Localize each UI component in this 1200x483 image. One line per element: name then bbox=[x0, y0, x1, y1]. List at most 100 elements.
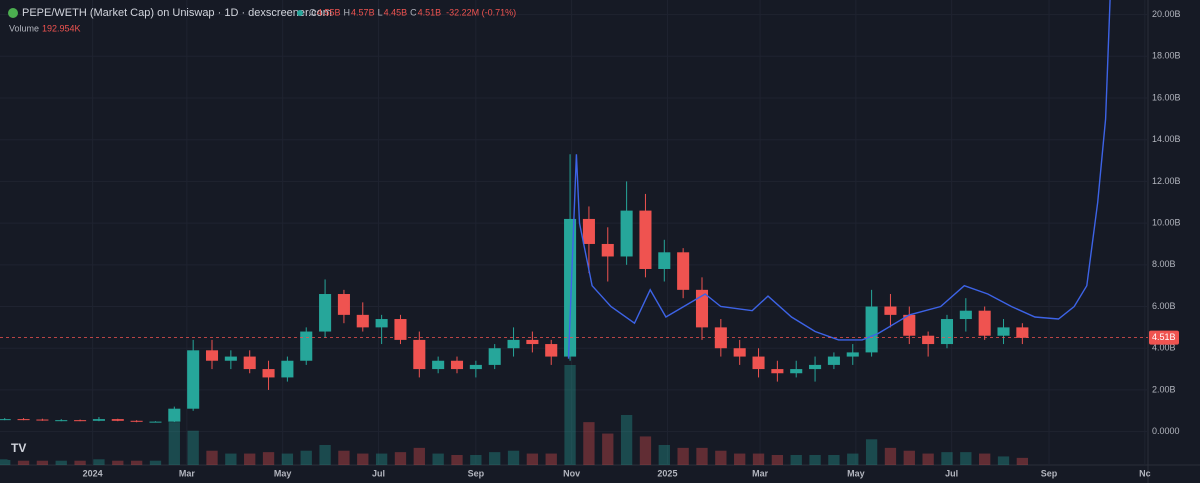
candle-body bbox=[677, 252, 690, 290]
x-tick-label: Mar bbox=[179, 468, 196, 478]
candle-body bbox=[432, 360, 445, 370]
change-value: -32.22M (-0.71%) bbox=[446, 7, 516, 17]
logo[interactable] bbox=[6, 438, 32, 460]
volume-bar bbox=[771, 455, 784, 465]
x-tick-label: Sep bbox=[468, 468, 485, 478]
candle-body bbox=[281, 360, 294, 378]
candle-body bbox=[809, 364, 822, 370]
candle-body bbox=[959, 310, 972, 320]
ohlc-key: C bbox=[410, 7, 417, 17]
volume-bar bbox=[979, 453, 991, 465]
volume-bar bbox=[752, 453, 765, 465]
volume-bar bbox=[1016, 457, 1029, 465]
candle-body bbox=[413, 339, 426, 370]
volume-bar bbox=[941, 452, 953, 465]
candle-body bbox=[111, 419, 124, 421]
y-tick-label: 0.0000 bbox=[1152, 426, 1180, 436]
candle-body bbox=[507, 339, 520, 349]
volume-bar bbox=[526, 453, 539, 465]
candle-body bbox=[356, 314, 369, 328]
candle-body bbox=[695, 289, 709, 328]
y-tick-label: 16.00B bbox=[1152, 92, 1181, 102]
volume-bar bbox=[338, 450, 350, 465]
volume-bar bbox=[828, 455, 840, 465]
y-tick-label: 8.00B bbox=[1152, 259, 1176, 269]
candle-body bbox=[545, 344, 558, 357]
candle-body bbox=[752, 356, 765, 370]
ohlc-value: 4.55B bbox=[317, 7, 341, 17]
y-tick-label: 14.00B bbox=[1152, 134, 1181, 144]
chart-title: PEPE/WETH (Market Cap) on Uniswap · 1D ·… bbox=[22, 7, 332, 19]
volume-bar bbox=[187, 430, 199, 465]
volume-bar bbox=[602, 433, 614, 465]
volume-bar bbox=[74, 460, 86, 465]
y-tick-label: 18.00B bbox=[1152, 51, 1181, 61]
candle-body bbox=[450, 360, 464, 370]
x-tick-label: Jul bbox=[945, 468, 958, 478]
volume-bar bbox=[93, 459, 105, 465]
candle-body bbox=[865, 306, 878, 353]
candle-body bbox=[903, 314, 916, 336]
candle-body bbox=[940, 319, 954, 345]
candle-body bbox=[620, 210, 633, 257]
volume-bar bbox=[564, 365, 576, 465]
ohlc-key: O bbox=[309, 7, 316, 17]
volume-bar bbox=[960, 452, 972, 465]
volume-bar bbox=[639, 436, 652, 465]
candle-body bbox=[375, 319, 388, 328]
volume-bar bbox=[470, 455, 482, 465]
volume-bar bbox=[658, 445, 670, 465]
candle-body bbox=[846, 352, 859, 357]
volume-bar bbox=[244, 453, 256, 465]
candle-body bbox=[337, 294, 350, 315]
candle-body bbox=[17, 419, 30, 421]
candle-body bbox=[884, 306, 897, 315]
volume-bar bbox=[922, 453, 934, 465]
y-tick-label: 20.00B bbox=[1152, 9, 1181, 19]
volume-bar bbox=[17, 460, 30, 465]
y-tick-label: 12.00B bbox=[1152, 176, 1181, 186]
candle-body bbox=[733, 348, 746, 357]
status-dot bbox=[297, 10, 303, 16]
candle-body bbox=[168, 408, 181, 422]
logo-mark: TV bbox=[11, 441, 26, 455]
last-price-label: 4.51B bbox=[1152, 332, 1176, 342]
volume-label: Volume bbox=[9, 23, 39, 33]
x-tick-label: May bbox=[847, 468, 865, 478]
volume-bar bbox=[168, 422, 180, 465]
candle-body bbox=[1016, 327, 1029, 338]
volume-bar bbox=[734, 453, 746, 465]
volume-bar bbox=[357, 453, 369, 465]
candle-body bbox=[243, 356, 256, 370]
candle-body bbox=[790, 369, 803, 374]
volume-bar bbox=[112, 460, 124, 465]
volume-bar bbox=[847, 453, 859, 465]
volume-bar bbox=[790, 455, 802, 465]
volume-bar bbox=[507, 450, 520, 465]
y-tick-label: 10.00B bbox=[1152, 217, 1181, 227]
volume-bar bbox=[319, 445, 331, 465]
x-tick-label: Sep bbox=[1041, 468, 1058, 478]
candle-body bbox=[394, 319, 407, 340]
y-tick-label: 4.00B bbox=[1152, 343, 1176, 353]
volume-bar bbox=[809, 455, 821, 465]
volume-bar bbox=[0, 459, 11, 465]
volume-bar bbox=[903, 450, 915, 465]
volume-bar bbox=[489, 452, 501, 465]
volume-bar bbox=[130, 460, 143, 465]
y-tick-label: 2.00B bbox=[1152, 384, 1176, 394]
volume-bar bbox=[865, 439, 878, 465]
volume-bar bbox=[432, 453, 444, 465]
candle-body bbox=[582, 218, 595, 244]
volume-bar bbox=[262, 452, 275, 465]
candle-body bbox=[922, 335, 935, 345]
candle-body bbox=[74, 420, 87, 422]
candle-body bbox=[224, 356, 237, 361]
candle-body bbox=[827, 356, 840, 365]
candle-body bbox=[488, 348, 501, 365]
candle-body bbox=[601, 243, 614, 257]
volume-bar bbox=[281, 453, 294, 465]
candle-body bbox=[771, 369, 784, 374]
